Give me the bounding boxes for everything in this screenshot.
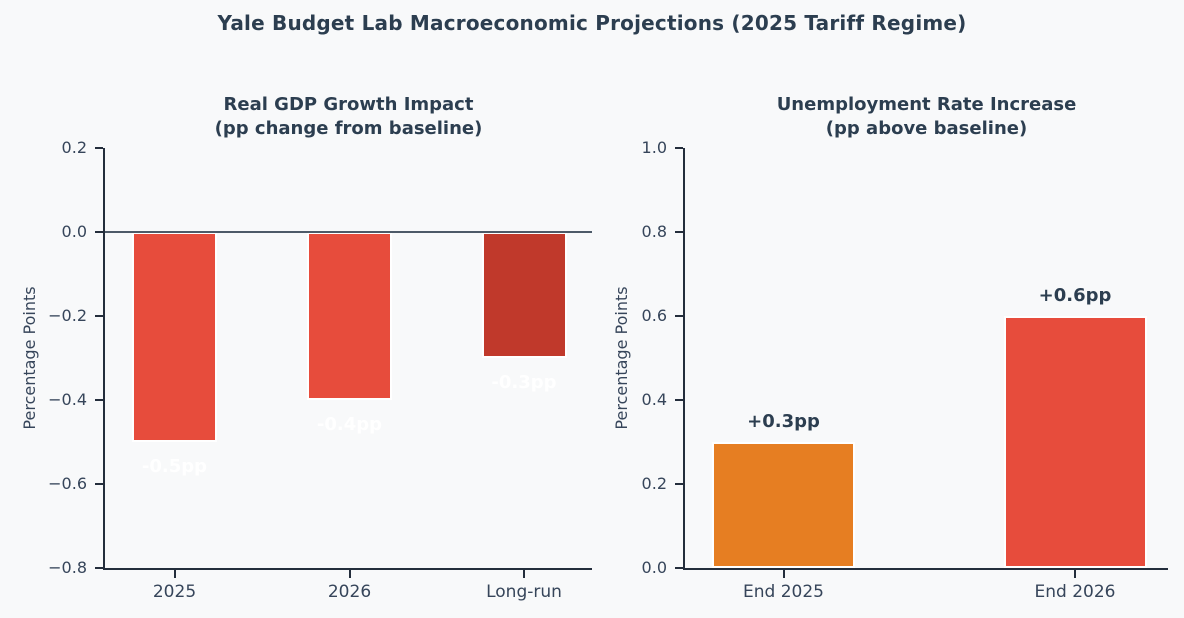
y-tick-label: 0.6 — [641, 306, 667, 325]
y-tick-label: −0.8 — [48, 558, 87, 577]
y-tick-label: 0.2 — [641, 474, 667, 493]
x-tick-mark — [348, 570, 351, 578]
y-tick-label: 1.0 — [641, 138, 667, 157]
chart-title: Real GDP Growth Impact (pp change from ba… — [99, 93, 599, 141]
y-tick-mark — [675, 567, 683, 569]
bar-value-label: -0.4pp — [316, 414, 383, 435]
bar-value-label: +0.3pp — [747, 411, 820, 432]
x-axis-spine — [683, 568, 1168, 570]
y-tick-label: −0.2 — [48, 306, 87, 325]
zero-baseline — [105, 231, 592, 233]
chart-title-line: Unemployment Rate Increase — [776, 94, 1077, 115]
y-tick-mark — [95, 315, 103, 317]
chart-title-line: (pp above baseline) — [825, 118, 1028, 139]
y-axis-label: Percentage Points — [20, 286, 39, 430]
y-tick-label: 0.0 — [641, 558, 667, 577]
y-tick-mark — [675, 231, 683, 233]
bar-long-run — [481, 232, 567, 358]
y-tick-mark — [95, 483, 103, 485]
y-axis-spine — [683, 148, 685, 570]
bar-end-2025 — [712, 442, 855, 568]
y-tick-label: 0.8 — [641, 222, 667, 241]
x-axis-spine — [103, 568, 592, 570]
y-tick-label: 0.4 — [641, 390, 667, 409]
y-tick-mark — [675, 315, 683, 317]
y-tick-mark — [95, 399, 103, 401]
y-tick-mark — [675, 147, 683, 149]
y-tick-mark — [675, 483, 683, 485]
x-tick-mark — [523, 570, 525, 578]
bar-value-label: -0.3pp — [491, 372, 557, 393]
y-tick-mark — [95, 567, 103, 569]
x-tick-label: 2025 — [152, 582, 197, 602]
x-tick-mark — [782, 570, 785, 578]
bar-2025 — [132, 232, 217, 442]
y-axis-spine — [103, 148, 105, 570]
bar-value-label: +0.6pp — [1038, 285, 1112, 306]
x-tick-label: End 2026 — [1034, 582, 1116, 602]
y-tick-label: −0.4 — [48, 390, 87, 409]
figure-title: Yale Budget Lab Macroeconomic Projection… — [217, 11, 967, 35]
y-axis-label: Percentage Points — [612, 286, 631, 430]
y-tick-label: 0.0 — [61, 222, 87, 241]
x-tick-label: 2026 — [327, 582, 372, 602]
y-tick-label: 0.2 — [61, 138, 87, 157]
y-tick-label: −0.6 — [48, 474, 87, 493]
y-tick-mark — [675, 399, 683, 401]
x-tick-label: End 2025 — [743, 582, 824, 602]
bar-2026 — [307, 232, 392, 400]
chart-title-line: Real GDP Growth Impact — [223, 94, 474, 115]
y-tick-mark — [95, 147, 103, 149]
x-tick-mark — [1074, 570, 1076, 578]
bar-end-2026 — [1003, 316, 1147, 568]
x-tick-label: Long-run — [486, 582, 562, 602]
chart-title: Unemployment Rate Increase (pp above base… — [677, 93, 1177, 141]
x-tick-mark — [173, 570, 176, 578]
chart-title-line: (pp change from baseline) — [214, 118, 483, 139]
y-tick-mark — [95, 231, 103, 233]
bar-value-label: -0.5pp — [141, 456, 208, 477]
